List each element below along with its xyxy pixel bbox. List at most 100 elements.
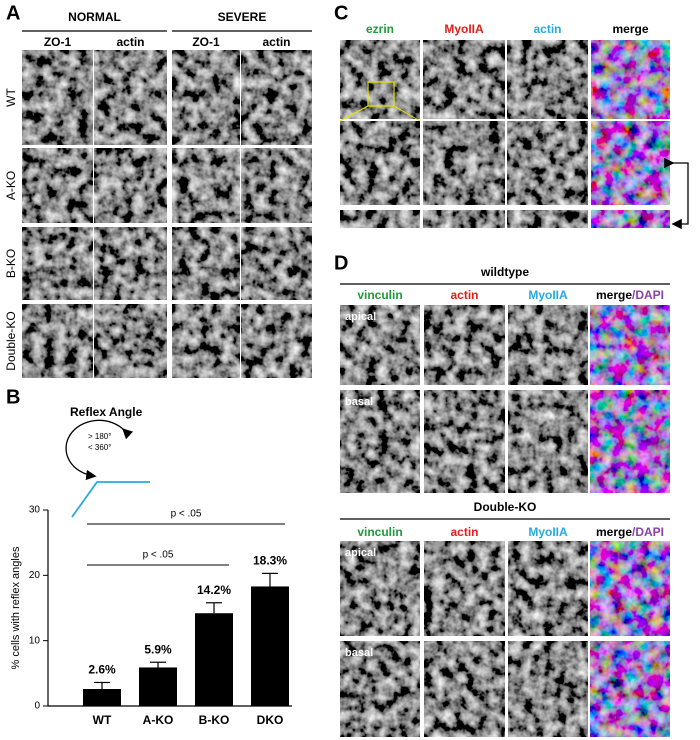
column-header: merge — [612, 22, 648, 36]
micrograph — [507, 210, 588, 228]
error-bar — [150, 661, 166, 668]
value-label: 18.3% — [253, 554, 287, 568]
micrograph — [423, 210, 505, 228]
micrograph — [172, 50, 240, 145]
row-label: WT — [4, 88, 18, 107]
link-arrow — [664, 157, 689, 230]
row-label: basal — [345, 396, 373, 408]
micrograph — [241, 148, 312, 223]
column-header-part: merge — [596, 288, 632, 302]
column-header: actin — [262, 35, 290, 49]
y-tick-label: 30 — [29, 505, 41, 516]
value-label: 2.6% — [88, 663, 116, 677]
micrograph — [340, 210, 420, 228]
micrograph — [172, 148, 240, 223]
column-header: actin — [450, 525, 478, 539]
value-label: 5.9% — [144, 642, 172, 656]
y-axis-label: % cells with reflex angles — [10, 546, 22, 669]
column-header: vinculin — [357, 525, 402, 539]
x-tick-label: WT — [93, 713, 112, 727]
column-header: actin — [533, 22, 561, 36]
column-header: MyoIIA — [528, 288, 568, 302]
error-bar — [262, 572, 278, 587]
micrograph — [424, 305, 505, 385]
micrograph — [94, 227, 167, 300]
panel-label: A — [6, 2, 20, 24]
micrograph — [241, 304, 312, 378]
micrograph — [507, 40, 588, 119]
panel-label: B — [6, 386, 20, 408]
x-tick-label: B-KO — [199, 713, 230, 727]
micrograph — [591, 210, 670, 228]
column-header: MyoIIA — [528, 525, 568, 539]
panel-label: D — [334, 252, 348, 274]
micrograph — [340, 305, 420, 385]
column-header: actin — [116, 35, 144, 49]
micrograph — [22, 227, 93, 300]
micrograph — [340, 40, 420, 119]
zoom-box — [367, 81, 395, 107]
row-label: Double-KO — [4, 311, 18, 370]
micrograph — [94, 304, 167, 378]
column-header-part: /DAPI — [632, 288, 664, 302]
column-header-part: merge — [596, 525, 632, 539]
panel-label: C — [334, 2, 348, 24]
micrograph — [590, 305, 670, 385]
micrograph — [507, 121, 588, 205]
x-tick-label: A-KO — [143, 713, 174, 727]
row-label: A-KO — [4, 171, 18, 200]
section-title: Double-KO — [474, 500, 537, 514]
micrograph — [591, 121, 670, 205]
micrograph — [340, 390, 420, 493]
group-header: NORMAL — [68, 10, 121, 24]
column-header: merge/DAPI — [596, 525, 664, 539]
column-header: ezrin — [366, 22, 394, 36]
micrograph — [424, 541, 505, 636]
micrograph — [424, 641, 505, 737]
column-header: ZO-1 — [44, 35, 72, 49]
y-tick-label: 20 — [29, 570, 41, 581]
micrograph — [340, 121, 420, 205]
significance-label: p < .05 — [171, 509, 202, 520]
error-bar — [206, 602, 222, 614]
zoom-lines — [339, 105, 421, 122]
micrograph — [590, 541, 670, 636]
micrograph — [591, 40, 670, 119]
column-header: vinculin — [357, 288, 402, 302]
micrograph — [172, 304, 240, 378]
micrograph — [241, 50, 312, 145]
micrograph — [22, 148, 93, 223]
y-tick-label: 0 — [34, 701, 40, 712]
error-bar — [94, 681, 110, 690]
x-tick-label: DKO — [257, 713, 284, 727]
row-label: B-KO — [4, 249, 18, 278]
micrograph — [340, 541, 420, 636]
micrograph — [423, 40, 505, 119]
row-label: basal — [345, 647, 373, 659]
significance-label: p < .05 — [143, 550, 174, 561]
micrograph — [590, 390, 670, 493]
bar — [251, 586, 289, 706]
inset-angle — [71, 481, 150, 518]
micrograph — [241, 227, 312, 300]
micrograph — [22, 50, 93, 145]
inset-label: < 360° — [88, 443, 111, 452]
micrograph — [22, 304, 93, 378]
row-label: apical — [345, 547, 376, 559]
bar — [139, 667, 177, 706]
column-header: MyoIIA — [444, 22, 484, 36]
bar — [195, 613, 233, 706]
micrograph — [508, 390, 588, 493]
column-header: ZO-1 — [192, 35, 220, 49]
column-header: actin — [450, 288, 478, 302]
inset-label: > 180° — [88, 432, 111, 441]
micrograph — [94, 148, 167, 223]
inset-arrow — [65, 419, 134, 481]
micrograph — [590, 641, 670, 737]
column-header-part: /DAPI — [632, 525, 664, 539]
micrograph — [172, 227, 240, 300]
micrograph — [508, 305, 588, 385]
row-label: apical — [345, 311, 376, 323]
micrograph — [424, 390, 505, 493]
